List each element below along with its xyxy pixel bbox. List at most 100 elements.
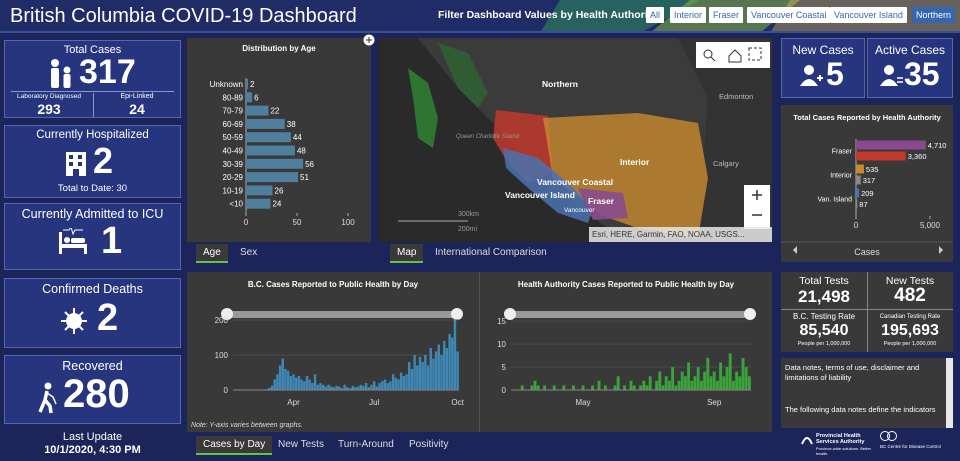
value-label: 38: [287, 120, 296, 129]
filter-button[interactable]: All: [646, 7, 665, 23]
bar: [613, 385, 617, 390]
bar: [289, 376, 293, 390]
tab[interactable]: International Comparison: [435, 247, 547, 258]
sub-label: Epi-Linked: [120, 93, 154, 100]
chart-title: Distribution by Age: [242, 44, 316, 53]
value-label: 48: [297, 147, 306, 156]
bar: [424, 355, 427, 390]
filter-button-selected[interactable]: Northern: [912, 7, 956, 23]
y-tick-label: 15: [497, 317, 506, 326]
y-tick-label: 200: [215, 316, 229, 325]
card-label: Active Cases: [874, 43, 946, 57]
bar: [270, 385, 274, 390]
x-tick-label: Sep: [707, 398, 722, 407]
map-tools[interactable]: [696, 42, 770, 68]
bar: [402, 376, 406, 390]
value-label: 4,710: [928, 141, 947, 150]
age-chart: Distribution by Age 0 50 100 Unknown 2 80-89 6…: [210, 44, 356, 227]
tab[interactable]: Turn-Around: [338, 439, 394, 450]
authority-chart: Total Cases Reported by Health Authority…: [781, 113, 953, 257]
category-label: Interior: [830, 173, 852, 180]
tests-label: B.C. Testing Rate: [792, 312, 856, 321]
map[interactable]: Northern Edmonton Interior Calgary Vanco…: [378, 38, 772, 242]
ha-daily-chart: Health Authority Cases Reported to Publi…: [497, 280, 756, 407]
bar: [856, 188, 860, 198]
bar: [603, 385, 607, 390]
bar: [747, 376, 751, 390]
bar: [581, 385, 585, 390]
bar: [418, 356, 422, 390]
value-label: 6: [254, 93, 259, 102]
category-label: 40-49: [223, 147, 244, 156]
bar: [311, 383, 314, 390]
bar: [338, 386, 341, 390]
recovered-card: Recovered 280: [4, 355, 181, 424]
notes-panel[interactable]: Data notes, terms of use, disclaimer and…: [781, 358, 953, 428]
bar: [674, 385, 678, 390]
bar: [413, 355, 416, 390]
bar: [738, 376, 742, 390]
bar: [303, 381, 306, 390]
deaths-card: Confirmed Deaths 2: [4, 278, 181, 348]
tab-selected[interactable]: Cases by Day: [196, 436, 273, 455]
person-plus-icon: [800, 65, 823, 86]
y-tick-label: 5: [502, 363, 507, 372]
bar: [408, 362, 411, 390]
bar: [703, 371, 707, 390]
icu-card: Currently Admitted to ICU 1: [4, 203, 181, 270]
y-tick-label: 0: [224, 386, 229, 395]
bar: [520, 385, 524, 390]
bar: [616, 376, 620, 390]
filter-button[interactable]: Fraser: [709, 7, 744, 23]
bar: [281, 358, 284, 390]
scrollbar[interactable]: [946, 358, 953, 428]
bar: [453, 320, 457, 390]
note: Note: Y-axis varies between graphs.: [191, 422, 303, 429]
authority-panel: Total Cases Reported by Health Authority…: [781, 105, 953, 262]
filter-button[interactable]: Interior: [670, 7, 707, 23]
card-value: 2: [93, 140, 114, 181]
bar: [543, 385, 547, 390]
bar: [552, 385, 556, 390]
bar: [383, 379, 387, 390]
person-icon: [880, 65, 903, 86]
bar: [719, 362, 723, 390]
x-tick-label: 50: [293, 218, 302, 227]
bar: [246, 172, 299, 183]
bar: [386, 383, 389, 390]
tab-selected[interactable]: Map: [390, 244, 424, 263]
tab[interactable]: New Tests: [278, 439, 324, 450]
tab[interactable]: Positivity: [409, 439, 449, 450]
bar: [273, 379, 276, 390]
bar: [391, 374, 395, 390]
filter-button[interactable]: Vancouver Coastal: [747, 7, 831, 23]
x-tick-label: 0: [244, 218, 249, 227]
card-label: New Cases: [792, 43, 854, 57]
daily-panel: B.C. Cases Reported to Public Health by …: [187, 272, 772, 432]
expand-icon[interactable]: [363, 34, 375, 46]
filter-button[interactable]: Vancouver Island: [830, 7, 907, 23]
bar: [373, 381, 376, 390]
bar: [370, 384, 373, 390]
bar: [429, 348, 432, 390]
bar: [319, 383, 322, 390]
bar: [399, 372, 403, 390]
card-sub: Total to Date: 30: [57, 183, 128, 194]
tab-selected[interactable]: Age: [196, 244, 228, 263]
chart-tab[interactable]: Cases: [854, 247, 880, 257]
bar: [856, 164, 864, 174]
bar: [297, 376, 301, 390]
bar: [362, 385, 365, 390]
bar: [305, 376, 309, 390]
value-label: 26: [275, 186, 284, 195]
tests-unit: People per 1,000,000: [883, 341, 937, 347]
value-label: 209: [861, 189, 874, 198]
tests-value: 21,498: [798, 287, 850, 306]
card-label: Currently Admitted to ICU: [21, 207, 164, 221]
bar: [432, 358, 435, 390]
bar: [712, 371, 716, 390]
logo-tagline: Province-wide solutions. Better health.: [816, 446, 871, 456]
bar: [268, 387, 271, 390]
tab[interactable]: Sex: [240, 247, 258, 258]
map-label: Fraser: [588, 196, 615, 206]
